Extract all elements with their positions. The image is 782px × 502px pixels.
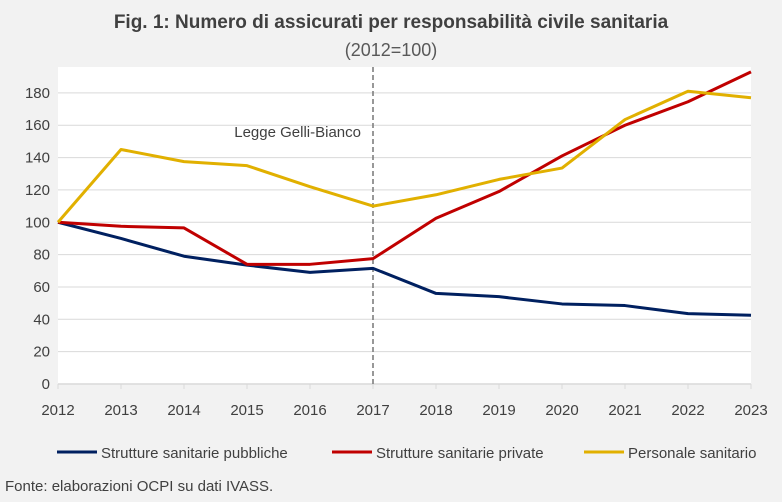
- y-tick-label: 80: [33, 247, 50, 264]
- series-line-3: [56, 89, 752, 224]
- y-tick-label: 40: [33, 311, 50, 328]
- y-tick-label: 0: [42, 376, 50, 393]
- x-tick-label: 2020: [545, 402, 578, 419]
- plot-area: [58, 67, 751, 384]
- x-tick-label: 2013: [104, 402, 137, 419]
- legend-label: Strutture sanitarie private: [376, 445, 544, 462]
- y-tick-label: 60: [33, 279, 50, 296]
- x-tick-label: 2014: [167, 402, 200, 419]
- series-line-2: [57, 70, 752, 266]
- annotation-label: Legge Gelli-Bianco: [234, 124, 361, 141]
- x-tick-label: 2016: [293, 402, 326, 419]
- chart-title: Fig. 1: Numero di assicurati per respons…: [113, 12, 669, 33]
- x-tick-label: 2021: [608, 402, 641, 419]
- x-tick-label: 2017: [356, 402, 389, 419]
- y-tick-label: 140: [25, 150, 50, 167]
- x-tick-label: 2019: [482, 402, 515, 419]
- y-tick-label: 160: [25, 117, 50, 134]
- x-tick-label: 2012: [41, 402, 74, 419]
- x-tick-label: 2023: [734, 402, 767, 419]
- y-tick-label: 180: [25, 85, 50, 102]
- source-note: Fonte: elaborazioni OCPI su dati IVASS.: [5, 478, 274, 495]
- y-tick-label: 120: [25, 182, 50, 199]
- chart-subtitle: (2012=100): [344, 40, 438, 60]
- legend-label: Strutture sanitarie pubbliche: [101, 445, 288, 462]
- legend-label: Personale sanitario: [628, 445, 756, 462]
- y-tick-label: 100: [25, 214, 50, 231]
- y-tick-label: 20: [33, 344, 50, 361]
- x-tick-label: 2015: [230, 402, 263, 419]
- series-line-1: [57, 220, 752, 317]
- x-tick-label: 2018: [419, 402, 452, 419]
- x-tick-label: 2022: [671, 402, 704, 419]
